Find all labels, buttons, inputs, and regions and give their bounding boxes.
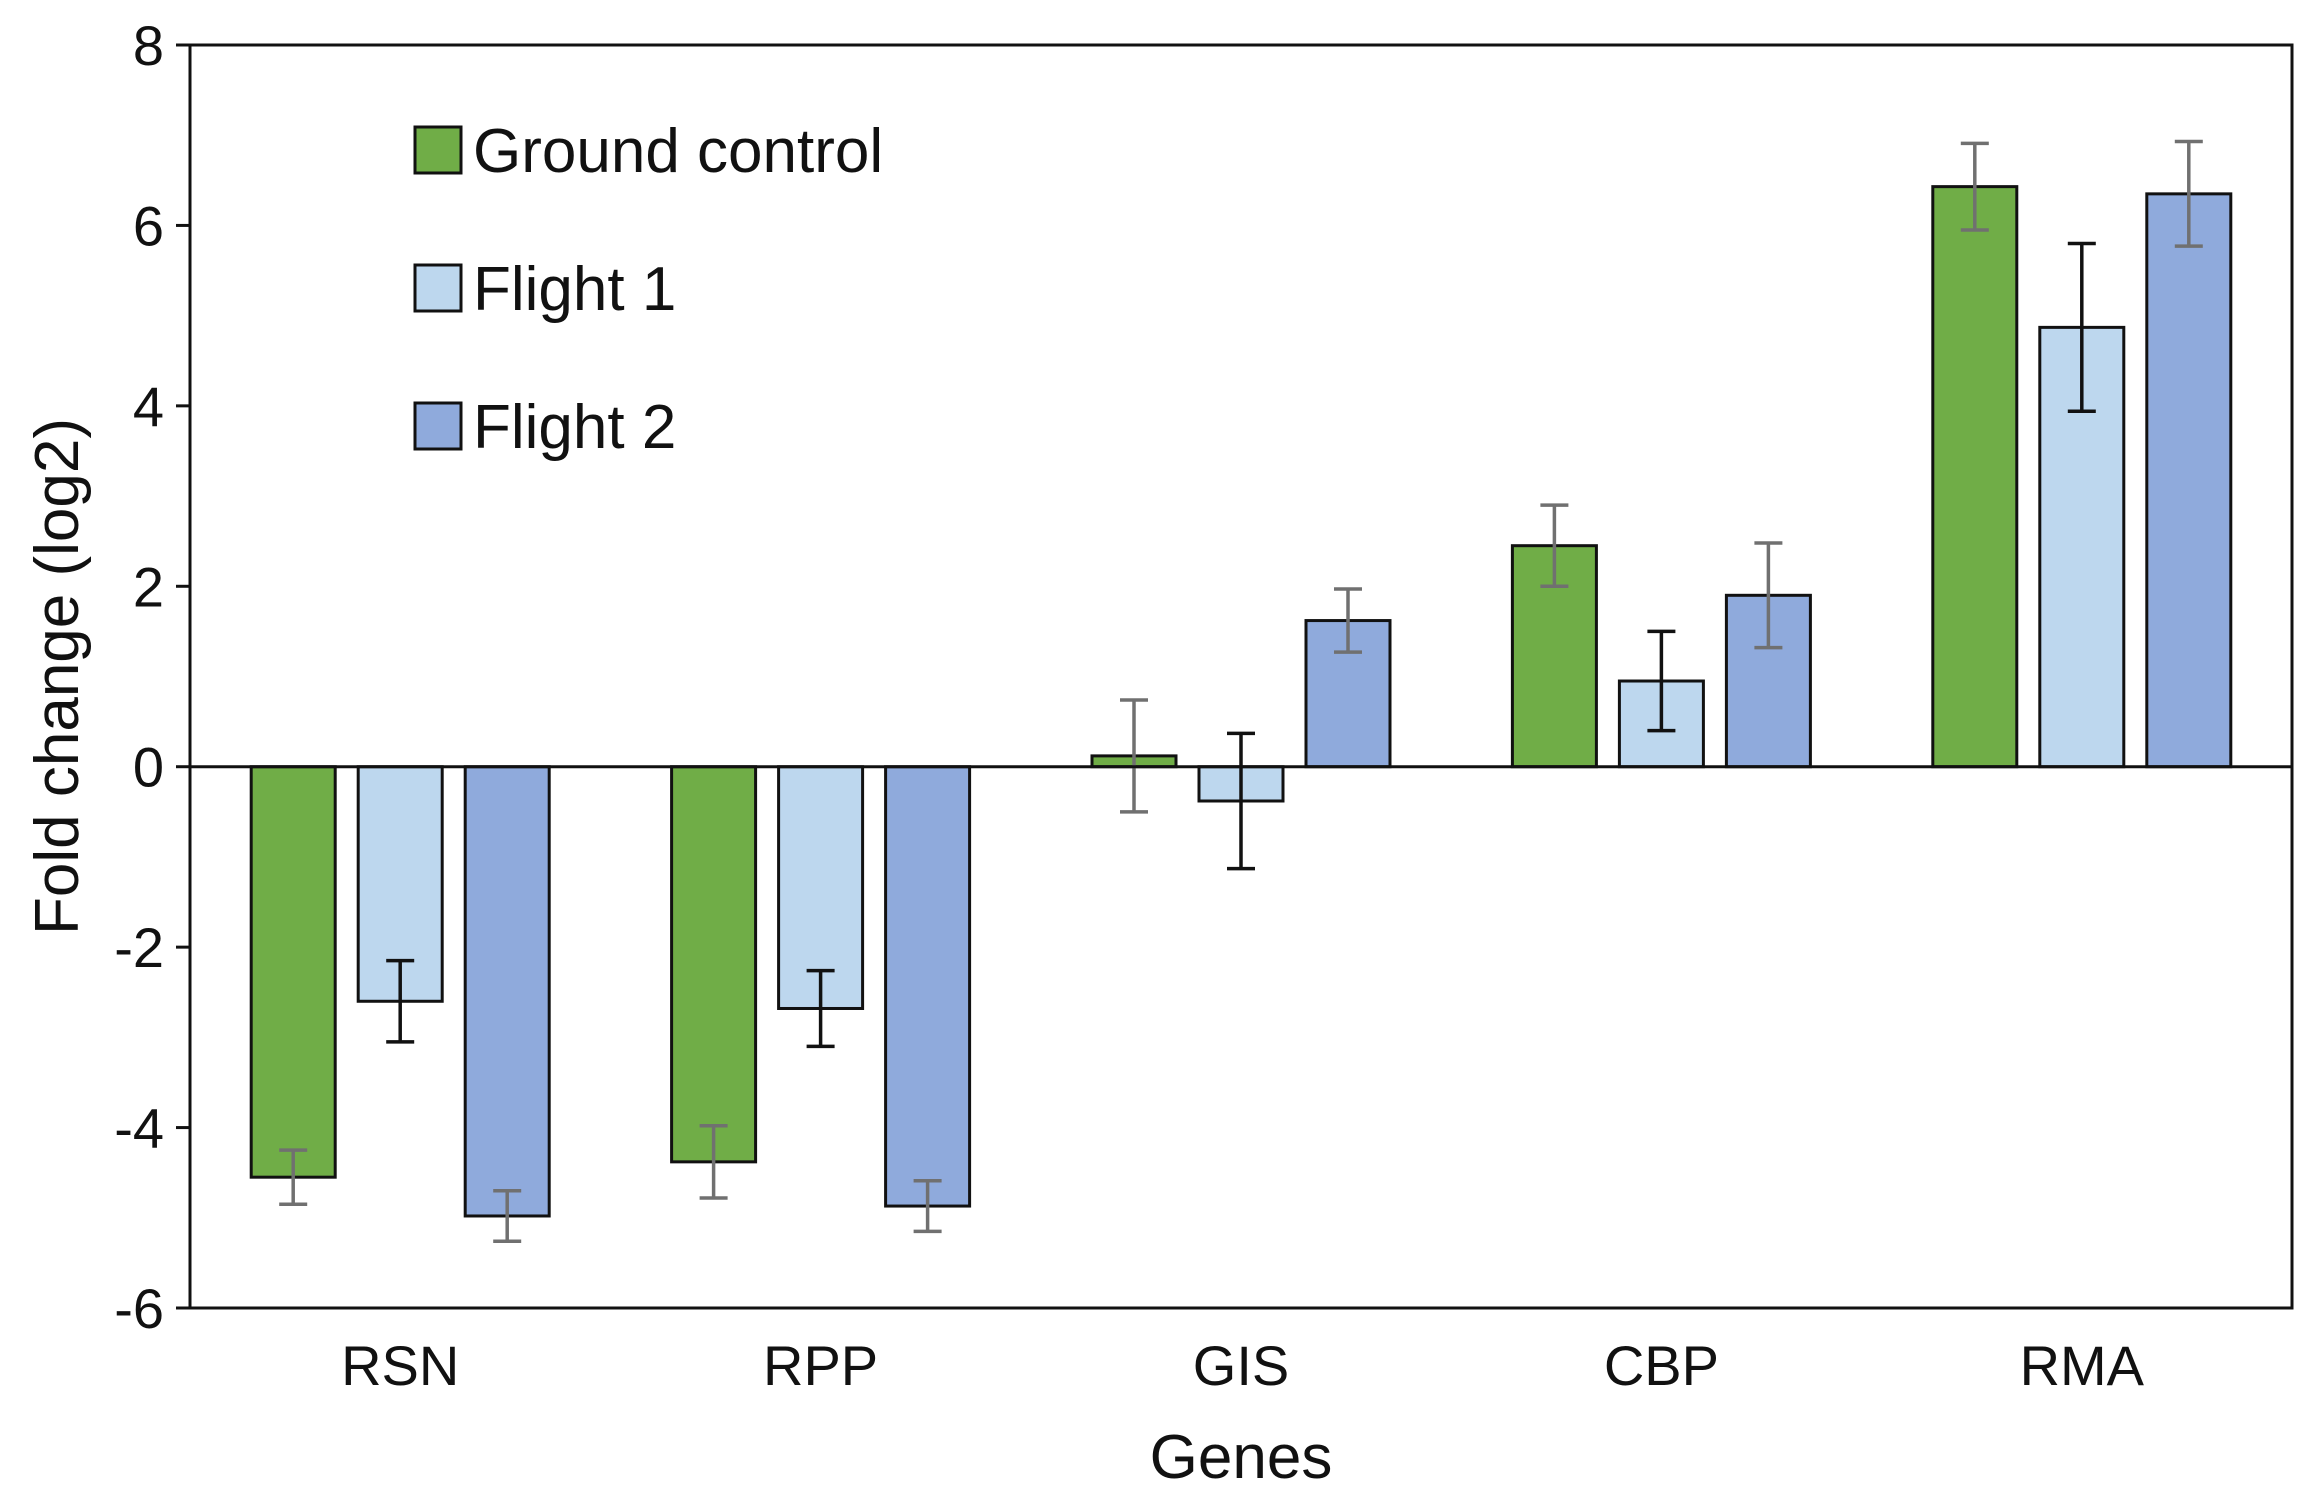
error-bars-layer bbox=[279, 139, 2203, 1243]
x-axis-title: Genes bbox=[1150, 1423, 1333, 1492]
y-tick-label: 4 bbox=[133, 375, 164, 438]
legend-swatch bbox=[413, 263, 463, 313]
error-bar bbox=[386, 958, 415, 1044]
error-bar bbox=[699, 1124, 728, 1200]
bar-gis-flight-2 bbox=[1304, 619, 1392, 769]
error-bar bbox=[806, 968, 835, 1049]
x-category-label-rpp: RPP bbox=[763, 1334, 878, 1397]
bar-rma-ground-control bbox=[1931, 185, 2019, 769]
legend-swatch bbox=[413, 125, 463, 175]
y-tick-label: -6 bbox=[114, 1277, 164, 1340]
x-category-label-rsn: RSN bbox=[341, 1334, 459, 1397]
bar-rsn-flight-2 bbox=[463, 765, 551, 1218]
x-axis-category-labels: RSN RPP GIS CBP RMA bbox=[341, 1334, 2145, 1397]
plot-frame bbox=[188, 43, 2294, 1310]
error-bar bbox=[1227, 731, 1255, 871]
legend-swatch bbox=[413, 401, 463, 451]
error-bar bbox=[493, 1188, 522, 1243]
y-tick-label: -2 bbox=[114, 916, 164, 979]
y-axis-ticks: 8 6 4 2 0 -2 -4 -6 bbox=[114, 14, 190, 1340]
bar-rma-flight-2 bbox=[2145, 192, 2233, 769]
bar-rpp-flight-2 bbox=[884, 765, 972, 1208]
y-tick-label: 8 bbox=[133, 14, 164, 77]
error-bar bbox=[913, 1179, 942, 1234]
error-bar bbox=[1120, 698, 1148, 814]
error-bar bbox=[1647, 629, 1676, 733]
legend-item-flight-2: Flight 2 bbox=[413, 393, 676, 462]
legend: Ground control Flight 1 Flight 2 bbox=[413, 117, 883, 462]
error-bar bbox=[1540, 503, 1569, 589]
y-tick-label: 6 bbox=[133, 194, 164, 257]
error-bar bbox=[2067, 241, 2096, 414]
x-category-label-rma: RMA bbox=[2020, 1334, 2145, 1397]
error-bar bbox=[1334, 587, 1362, 654]
error-bar bbox=[2174, 139, 2203, 248]
x-category-label-gis: GIS bbox=[1193, 1334, 1289, 1397]
x-category-label-cbp: CBP bbox=[1604, 1334, 1719, 1397]
y-tick-label: -4 bbox=[114, 1097, 164, 1160]
error-bar bbox=[1960, 141, 1989, 232]
bars-layer bbox=[249, 185, 2233, 1218]
error-bar bbox=[1754, 541, 1783, 650]
bar-rpp-ground-control bbox=[670, 765, 758, 1164]
y-tick-label: 0 bbox=[133, 736, 164, 799]
legend-item-ground-control: Ground control bbox=[413, 117, 883, 186]
legend-label: Flight 1 bbox=[473, 255, 676, 324]
bar-rsn-ground-control bbox=[249, 765, 337, 1179]
legend-label: Flight 2 bbox=[473, 393, 676, 462]
y-tick-label: 2 bbox=[133, 555, 164, 618]
error-bar bbox=[279, 1148, 308, 1207]
y-axis-title: Fold change (log2) bbox=[23, 418, 92, 935]
legend-item-flight-1: Flight 1 bbox=[413, 255, 676, 324]
legend-label: Ground control bbox=[473, 117, 883, 186]
